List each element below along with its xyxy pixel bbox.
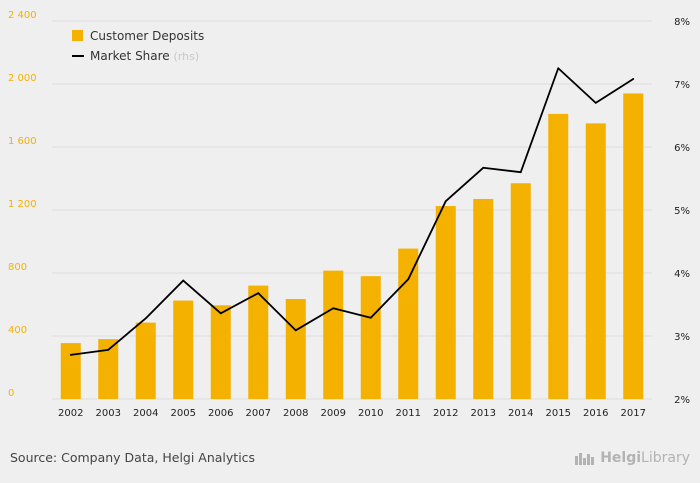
point-market-share-2002: [69, 354, 72, 356]
bar-customer-deposits-2013: [473, 198, 494, 399]
y-right-tick-label: 7%: [674, 80, 690, 91]
bar-customer-deposits-2003: [98, 339, 119, 399]
bar-customer-deposits-2004: [135, 322, 156, 399]
bar-customer-deposits-2011: [398, 248, 419, 399]
line-market-share: [70, 67, 634, 356]
brand-name-helgi: Helgi: [600, 450, 642, 466]
bar-layer: [60, 93, 644, 400]
point-market-share-2016: [594, 102, 597, 104]
y-left-tick-label: 1 600: [8, 136, 37, 147]
point-market-share-2005: [182, 279, 185, 282]
bar-customer-deposits-2012: [435, 206, 456, 399]
line-layer: [69, 67, 635, 356]
x-tick-label: 2013: [471, 408, 496, 419]
x-tick-label: 2002: [58, 408, 83, 419]
x-tick-label: 2009: [321, 408, 346, 419]
point-market-share-2009: [332, 307, 335, 310]
point-market-share-2015: [557, 67, 560, 70]
x-tick-label: 2016: [583, 408, 608, 419]
point-market-share-2003: [107, 348, 110, 351]
y-left-tick-label: 800: [8, 262, 27, 273]
x-tick-label: 2014: [508, 408, 533, 419]
bar-customer-deposits-2017: [623, 93, 644, 399]
x-tick-label: 2017: [621, 408, 646, 419]
svg-text:Market Share (rhs): Market Share (rhs): [90, 49, 199, 63]
footer: Source: Company Data, Helgi Analytics He…: [0, 450, 700, 483]
y-right-tick-label: 5%: [674, 206, 690, 217]
point-market-share-2013: [482, 166, 485, 169]
x-tick-label: 2015: [546, 408, 571, 419]
x-tick-label: 2010: [358, 408, 383, 419]
bar-customer-deposits-2010: [360, 276, 381, 399]
x-tick-label: 2012: [433, 408, 458, 419]
y-left-tick-label: 2 000: [8, 73, 37, 84]
legend-note-rhs: (rhs): [174, 50, 200, 63]
bar-customer-deposits-2008: [285, 298, 306, 399]
x-tick-label: 2004: [133, 408, 158, 419]
y-left-tick-label: 0: [8, 388, 14, 399]
y-right-tick-label: 2%: [674, 395, 690, 406]
legend-label-customer-deposits: Customer Deposits: [90, 29, 204, 43]
x-tick-label: 2007: [246, 408, 271, 419]
chart: 0 400 800 1 200 1 600 2 000 2 400 2% 3% 4% 5% 6% 7% 8…: [8, 10, 690, 419]
point-market-share-2008: [294, 329, 297, 332]
y-right-tick-label: 6%: [674, 143, 690, 154]
point-market-share-2010: [369, 316, 372, 319]
x-tick-label: 2006: [208, 408, 233, 419]
point-market-share-2011: [407, 278, 410, 281]
y-right-tick-label: 8%: [674, 17, 690, 28]
brand-logo: HelgiLibrary: [574, 450, 690, 466]
y-left-tick-label: 400: [8, 325, 27, 336]
bar-customer-deposits-2009: [323, 270, 344, 399]
y-right-tick-label: 3%: [674, 332, 690, 343]
axis-layer: 0 400 800 1 200 1 600 2 000 2 400 2% 3% 4% 5% 6% 7% 8…: [8, 10, 690, 419]
x-tick-label: 2008: [283, 408, 308, 419]
library-icon: [575, 453, 595, 465]
point-market-share-2017: [632, 78, 635, 80]
legend-swatch-customer-deposits: [72, 30, 83, 41]
bar-customer-deposits-2015: [548, 113, 569, 400]
x-tick-label: 2003: [96, 408, 121, 419]
point-market-share-2012: [444, 200, 447, 203]
legend-label-market-share: Market Share: [90, 49, 170, 63]
x-tick-label: 2011: [396, 408, 421, 419]
bar-customer-deposits-2002: [60, 343, 81, 399]
x-tick-label: 2005: [171, 408, 196, 419]
point-market-share-2007: [257, 292, 260, 295]
y-right-tick-label: 4%: [674, 269, 690, 280]
point-market-share-2004: [144, 317, 147, 320]
y-left-tick-label: 2 400: [8, 10, 37, 21]
y-left-tick-label: 1 200: [8, 199, 37, 210]
bar-customer-deposits-2014: [510, 183, 531, 399]
brand-name-library: Library: [641, 450, 690, 466]
bar-customer-deposits-2007: [248, 285, 269, 399]
bar-customer-deposits-2005: [173, 300, 194, 399]
legend: Customer Deposits Market Share (rhs): [72, 29, 204, 63]
point-market-share-2014: [519, 171, 522, 174]
source-text: Source: Company Data, Helgi Analytics: [10, 450, 256, 465]
point-market-share-2006: [219, 312, 222, 315]
bar-customer-deposits-2006: [210, 305, 231, 399]
bar-customer-deposits-2016: [585, 123, 606, 399]
chart-svg: 0 400 800 1 200 1 600 2 000 2 400 2% 3% 4% 5% 6% 7% 8…: [8, 10, 690, 419]
